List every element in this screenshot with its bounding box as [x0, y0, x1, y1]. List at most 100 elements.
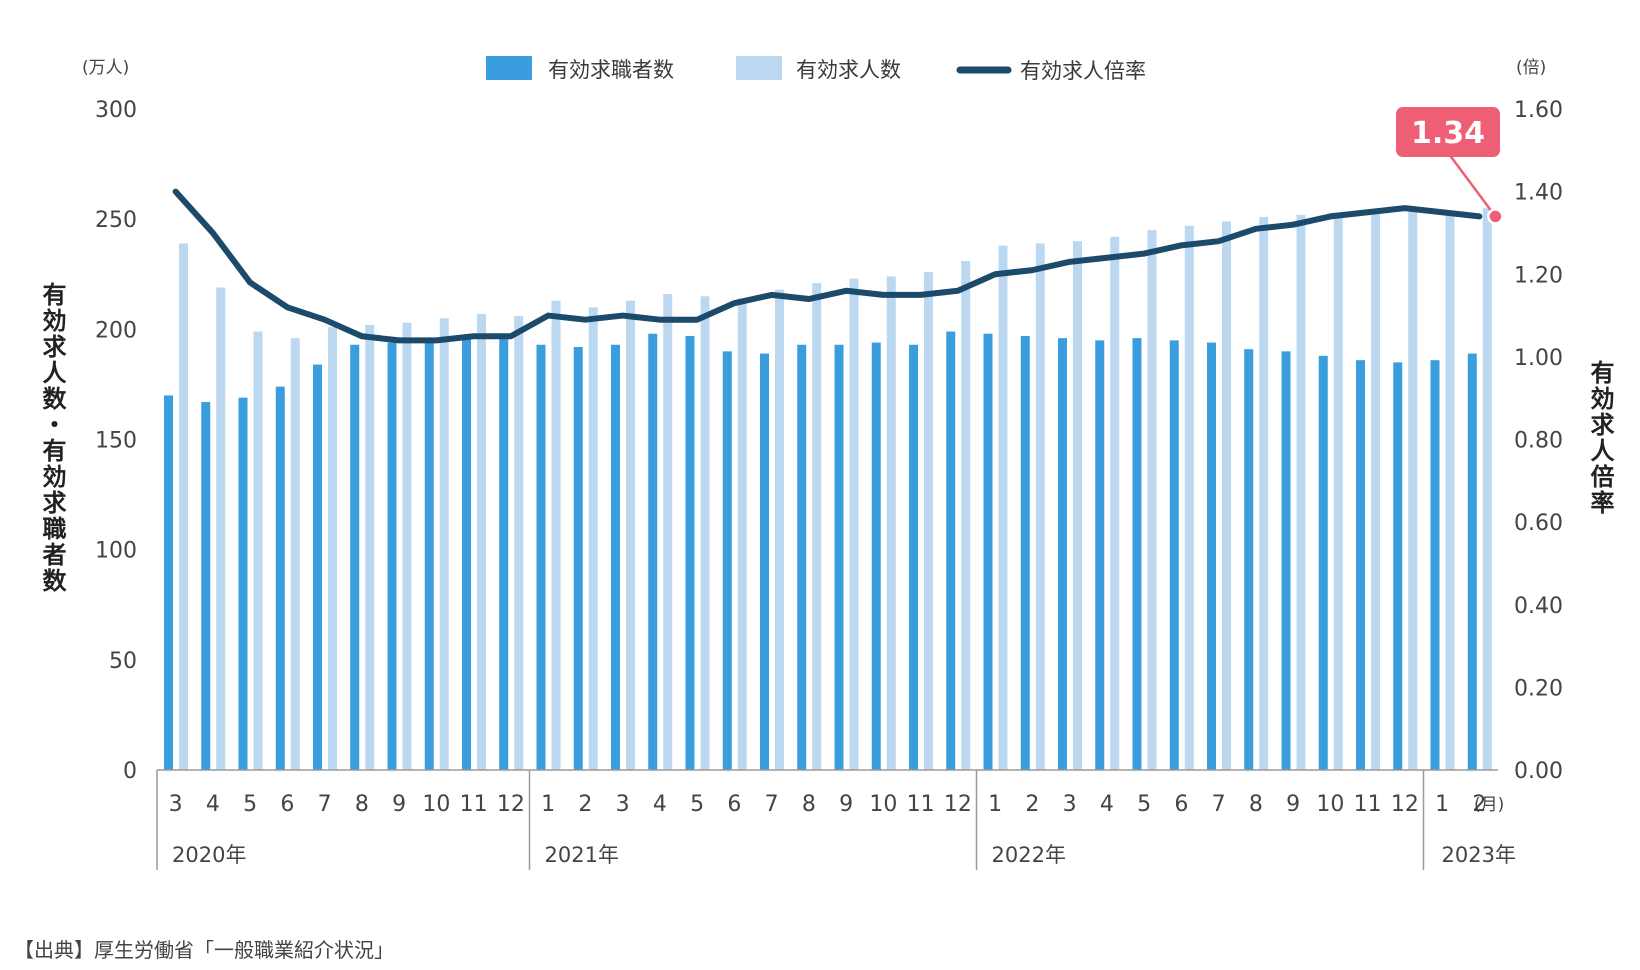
right-tick-label: 0.40	[1514, 594, 1563, 619]
month-tick-label: 12	[944, 792, 972, 817]
seekers-bar	[1169, 340, 1179, 770]
seekers-bar	[1318, 355, 1328, 770]
seekers-bar	[499, 338, 509, 770]
month-tick-label: 11	[1354, 792, 1382, 817]
seekers-bar	[350, 344, 360, 770]
year-label: 2020年	[172, 843, 246, 867]
seekers-bar	[685, 335, 695, 770]
seekers-bar	[760, 353, 769, 770]
ratio-line	[172, 188, 1483, 344]
month-tick-label: 5	[1137, 792, 1151, 817]
openings-bar	[551, 300, 561, 770]
month-tick-label: 4	[206, 792, 220, 817]
right-tick-label: 1.40	[1514, 181, 1563, 206]
seekers-bar	[648, 333, 658, 770]
month-tick-label: 2	[578, 792, 592, 817]
seekers-bar	[201, 402, 211, 770]
seekers-bar	[871, 342, 881, 770]
seekers-bar	[424, 338, 434, 770]
seekers-bar	[275, 386, 285, 770]
right-tick-label: 1.00	[1514, 346, 1563, 371]
seekers-bar	[1430, 360, 1440, 770]
seekers-bar	[1207, 342, 1216, 770]
openings-bar	[700, 296, 710, 770]
openings-bar	[1184, 225, 1194, 770]
seekers-bar	[1058, 338, 1067, 770]
right-unit-label: (倍)	[1516, 58, 1546, 78]
openings-bar	[1296, 214, 1306, 770]
openings-bar	[439, 318, 449, 770]
right-tick-label: 0.20	[1514, 676, 1563, 701]
month-tick-label: 5	[243, 792, 257, 817]
month-tick-label: 9	[1286, 792, 1300, 817]
left-tick-label: 200	[95, 318, 137, 343]
ratio-line-group	[172, 188, 1483, 344]
month-tick-label: 1	[541, 792, 555, 817]
legend-label-ratio: 有効求人倍率	[1020, 59, 1146, 83]
month-tick-label: 11	[907, 792, 935, 817]
seekers-bar	[1095, 340, 1105, 770]
seekers-bar	[946, 331, 956, 770]
month-tick-label: 1	[988, 792, 1002, 817]
seekers-bar	[462, 335, 471, 770]
seekers-bar	[536, 344, 546, 770]
openings-bar	[1333, 212, 1343, 771]
seekers-bar	[611, 344, 620, 770]
seekers-bar	[313, 364, 322, 770]
left-unit-label: (万人)	[82, 58, 129, 78]
openings-bar	[1073, 241, 1082, 770]
right-tick-label: 0.80	[1514, 429, 1563, 454]
year-label: 2021年	[545, 843, 619, 867]
month-tick-label: 11	[460, 792, 488, 817]
openings-bar	[1371, 210, 1380, 770]
openings-bar	[1222, 221, 1231, 770]
openings-bar	[1110, 236, 1120, 770]
seekers-bars	[164, 331, 1477, 770]
month-tick-label: 8	[802, 792, 816, 817]
month-tick-label: 6	[727, 792, 741, 817]
seekers-bar	[1393, 362, 1403, 770]
seekers-bar	[164, 395, 173, 770]
openings-bar	[1408, 208, 1418, 770]
month-tick-label: 9	[392, 792, 406, 817]
seekers-bar	[1356, 360, 1365, 770]
month-tick-label: 4	[653, 792, 667, 817]
openings-bar	[1035, 243, 1045, 771]
month-tick-label: 12	[497, 792, 525, 817]
legend-swatch-openings	[736, 56, 782, 80]
openings-bar	[775, 289, 784, 770]
openings-bar	[290, 338, 300, 770]
month-tick-label: 10	[1316, 792, 1344, 817]
month-tick-label: 6	[1174, 792, 1188, 817]
month-tick-label: 12	[1391, 792, 1419, 817]
seekers-bar	[909, 344, 918, 770]
month-unit-label: (月)	[1474, 795, 1504, 815]
seekers-bar	[238, 397, 248, 770]
month-tick-label: 6	[280, 792, 294, 817]
legend-label-openings: 有効求人数	[796, 58, 901, 82]
openings-bar	[924, 272, 933, 770]
openings-bar	[998, 245, 1008, 770]
callout-value: 1.34	[1411, 116, 1485, 151]
month-tick-label: 2	[1472, 792, 1486, 817]
openings-bar	[216, 287, 226, 770]
seekers-bar	[573, 346, 583, 770]
right-tick-label: 1.20	[1514, 263, 1563, 288]
left-tick-label: 250	[95, 208, 137, 233]
callout-point	[1487, 208, 1504, 225]
legend-swatch-seekers	[486, 56, 532, 80]
seekers-bar	[1132, 338, 1142, 770]
seekers-bar	[1020, 335, 1030, 770]
month-tick-label: 5	[690, 792, 704, 817]
left-tick-label: 100	[95, 539, 137, 564]
month-tick-label: 9	[839, 792, 853, 817]
month-tick-label: 3	[169, 792, 183, 817]
openings-bar	[849, 278, 859, 770]
openings-bar	[1445, 210, 1455, 770]
openings-bar	[365, 324, 375, 770]
openings-bar	[1259, 216, 1269, 771]
left-tick-label: 0	[123, 759, 137, 784]
right-tick-label: 0.60	[1514, 511, 1563, 536]
year-label: 2022年	[992, 843, 1066, 867]
month-tick-label: 8	[1249, 792, 1263, 817]
